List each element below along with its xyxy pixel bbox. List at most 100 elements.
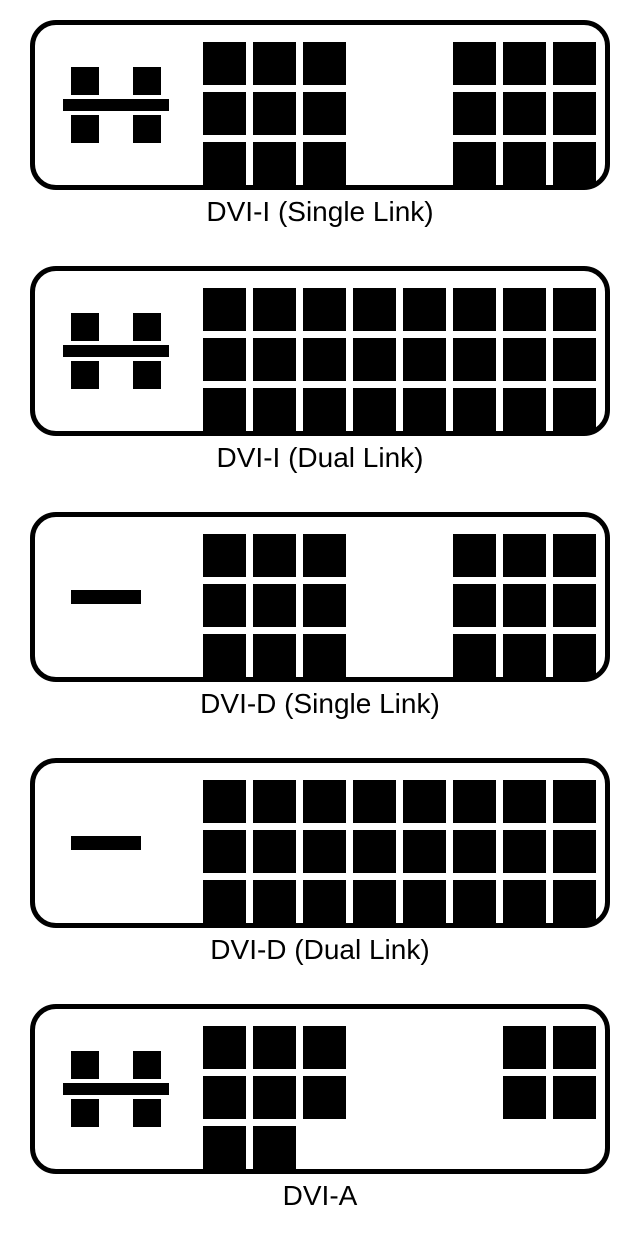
connector-dvi-a: DVI-A — [30, 1004, 610, 1212]
pin — [503, 880, 546, 923]
pin — [553, 338, 596, 381]
pin — [253, 42, 296, 85]
pin — [403, 880, 446, 923]
pin — [253, 634, 296, 677]
pin — [203, 338, 246, 381]
pin — [203, 1076, 246, 1119]
connector-label: DVI-D (Dual Link) — [30, 934, 610, 966]
pin — [453, 780, 496, 823]
analog-cross — [63, 65, 169, 145]
pin — [553, 1026, 596, 1069]
pin — [403, 780, 446, 823]
pin — [503, 634, 546, 677]
pin — [203, 288, 246, 331]
pin-grid — [203, 1026, 585, 1152]
pin — [303, 880, 346, 923]
pin — [353, 388, 396, 431]
analog-dot — [133, 1099, 161, 1127]
pin-grid — [203, 42, 585, 168]
pin — [303, 1076, 346, 1119]
pin-grid — [203, 780, 585, 906]
pin — [453, 42, 496, 85]
connector-dvi-d-dual: DVI-D (Dual Link) — [30, 758, 610, 966]
pin — [453, 338, 496, 381]
analog-hbar — [63, 99, 169, 111]
pin — [303, 780, 346, 823]
pin — [203, 1026, 246, 1069]
pin — [553, 584, 596, 627]
pin — [253, 534, 296, 577]
connector-label: DVI-D (Single Link) — [30, 688, 610, 720]
pin — [453, 880, 496, 923]
connector-frame — [30, 1004, 610, 1174]
pin — [453, 584, 496, 627]
pin — [553, 288, 596, 331]
connector-frame — [30, 20, 610, 190]
pin — [253, 880, 296, 923]
analog-dot — [71, 67, 99, 95]
pin — [353, 288, 396, 331]
analog-dot — [133, 313, 161, 341]
pin — [453, 388, 496, 431]
analog-blade — [71, 803, 141, 883]
pin — [353, 880, 396, 923]
analog-dot — [71, 361, 99, 389]
pin — [503, 338, 546, 381]
pin — [503, 534, 546, 577]
pin — [503, 288, 546, 331]
pin — [553, 830, 596, 873]
pin — [253, 388, 296, 431]
pin — [503, 388, 546, 431]
analog-cross — [63, 1049, 169, 1129]
analog-dot — [133, 115, 161, 143]
pin — [553, 880, 596, 923]
analog-dot — [71, 1051, 99, 1079]
pin — [403, 338, 446, 381]
pin — [553, 42, 596, 85]
pin — [303, 1026, 346, 1069]
pin — [253, 1026, 296, 1069]
pin — [203, 880, 246, 923]
connector-label: DVI-I (Single Link) — [30, 196, 610, 228]
analog-hbar — [63, 345, 169, 357]
pin — [453, 634, 496, 677]
pin — [303, 388, 346, 431]
pin — [303, 42, 346, 85]
pin — [203, 92, 246, 135]
pin — [453, 288, 496, 331]
pin — [303, 584, 346, 627]
connector-label: DVI-I (Dual Link) — [30, 442, 610, 474]
connector-dvi-d-single: DVI-D (Single Link) — [30, 512, 610, 720]
pin — [253, 338, 296, 381]
pin — [553, 634, 596, 677]
pin — [503, 830, 546, 873]
pin — [553, 388, 596, 431]
pin — [553, 780, 596, 823]
pin — [303, 288, 346, 331]
connector-frame — [30, 758, 610, 928]
pin — [453, 534, 496, 577]
pin — [353, 780, 396, 823]
connector-label: DVI-A — [30, 1180, 610, 1212]
pin — [203, 388, 246, 431]
analog-dot — [71, 115, 99, 143]
pin — [453, 830, 496, 873]
pin — [503, 92, 546, 135]
pin — [503, 42, 546, 85]
connector-frame — [30, 512, 610, 682]
pin — [253, 780, 296, 823]
pin — [203, 634, 246, 677]
pin — [303, 534, 346, 577]
pin — [303, 338, 346, 381]
pin — [303, 830, 346, 873]
pin — [203, 1126, 246, 1169]
pin — [503, 142, 546, 185]
pin-grid — [203, 288, 585, 414]
pin — [253, 92, 296, 135]
analog-dot — [133, 361, 161, 389]
pin — [353, 338, 396, 381]
pin — [203, 780, 246, 823]
analog-dot — [133, 67, 161, 95]
pin — [503, 584, 546, 627]
pin — [203, 830, 246, 873]
